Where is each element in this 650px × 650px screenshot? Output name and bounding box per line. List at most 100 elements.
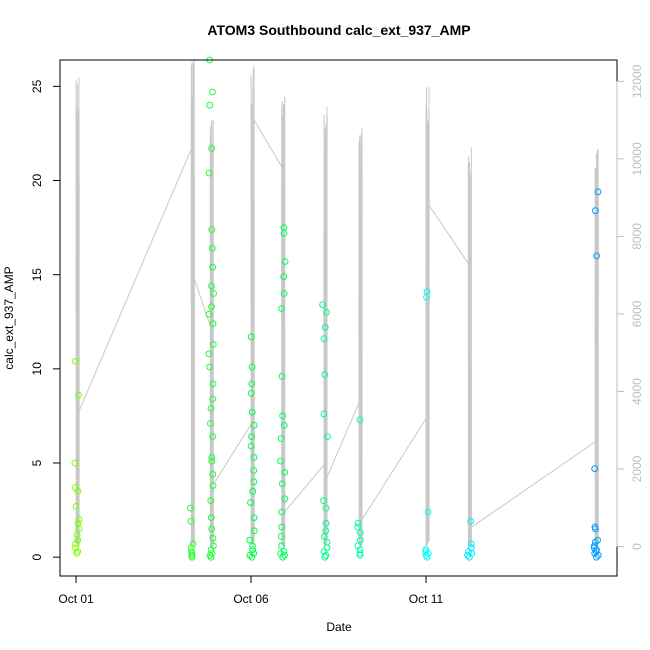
data-point bbox=[187, 518, 195, 525]
data-point bbox=[277, 533, 285, 540]
data-point bbox=[247, 499, 254, 507]
data-point bbox=[74, 519, 82, 527]
data-point bbox=[205, 169, 213, 177]
data-point bbox=[207, 546, 215, 553]
data-point bbox=[280, 224, 288, 232]
data-point bbox=[322, 551, 330, 559]
line-connector bbox=[471, 441, 596, 528]
data-point bbox=[72, 540, 79, 548]
data-point bbox=[467, 540, 475, 548]
x-tick-label: Oct 01 bbox=[58, 592, 94, 606]
line-burst bbox=[75, 77, 80, 547]
x-axis: Oct 01 Oct 06 Oct 11 bbox=[58, 575, 444, 606]
line-burst bbox=[323, 106, 328, 547]
data-point bbox=[592, 207, 599, 215]
data-point bbox=[590, 542, 598, 550]
data-point bbox=[209, 395, 217, 403]
line-connector bbox=[253, 119, 283, 167]
data-point bbox=[248, 380, 256, 388]
y2-tick-label: 12000 bbox=[630, 64, 644, 98]
data-point bbox=[72, 357, 79, 365]
data-point bbox=[319, 301, 327, 309]
data-point bbox=[187, 544, 195, 552]
data-point bbox=[321, 371, 329, 378]
x-tick-label: Oct 06 bbox=[233, 592, 269, 606]
data-point bbox=[209, 341, 217, 348]
line-connector bbox=[428, 205, 469, 264]
y-tick-label: 5 bbox=[30, 459, 44, 466]
data-point bbox=[356, 546, 364, 553]
line-burst bbox=[250, 65, 255, 547]
data-point bbox=[209, 433, 217, 441]
data-point bbox=[464, 551, 471, 559]
data-point bbox=[591, 523, 599, 531]
data-point bbox=[189, 540, 197, 548]
data-point bbox=[278, 305, 286, 313]
data-point bbox=[187, 504, 194, 512]
data-point bbox=[322, 527, 330, 535]
y2-tick-label: 4000 bbox=[630, 378, 644, 405]
data-point bbox=[247, 389, 255, 397]
data-point bbox=[356, 550, 364, 557]
data-point bbox=[278, 508, 286, 516]
data-point bbox=[208, 525, 216, 533]
data-point bbox=[250, 514, 258, 521]
data-point bbox=[322, 519, 330, 527]
data-point bbox=[205, 310, 213, 318]
data-point bbox=[594, 188, 602, 196]
y2-tick-label: 10000 bbox=[630, 142, 644, 176]
data-point bbox=[210, 290, 218, 297]
data-point bbox=[320, 497, 328, 505]
y-tick-label: 10 bbox=[30, 362, 44, 376]
data-point bbox=[249, 546, 257, 553]
data-point bbox=[281, 551, 288, 559]
y-axis: 0 5 10 15 20 25 bbox=[30, 79, 61, 561]
x-axis-label: Date bbox=[326, 620, 352, 634]
data-point bbox=[206, 363, 214, 371]
chart-title: ATOM3 Southbound calc_ext_937_AMP bbox=[207, 22, 470, 38]
data-point bbox=[208, 244, 216, 252]
line-burst bbox=[190, 59, 195, 546]
data-point bbox=[249, 542, 256, 550]
data-point bbox=[250, 454, 258, 461]
data-point bbox=[467, 518, 475, 525]
data-point bbox=[281, 495, 289, 503]
line-connector bbox=[78, 149, 192, 411]
y-tick-label: 25 bbox=[30, 79, 44, 93]
line-connector bbox=[193, 278, 211, 326]
right-axis-line-series bbox=[75, 59, 599, 547]
data-point bbox=[280, 421, 288, 429]
data-point bbox=[323, 538, 331, 546]
data-point bbox=[591, 465, 599, 473]
data-point bbox=[208, 457, 216, 465]
data-point bbox=[422, 546, 430, 553]
data-point bbox=[324, 433, 331, 441]
line-burst bbox=[425, 87, 430, 547]
data-point bbox=[278, 523, 286, 531]
data-point bbox=[356, 529, 364, 537]
data-point bbox=[354, 523, 362, 531]
data-point bbox=[250, 421, 258, 429]
data-point bbox=[320, 410, 328, 418]
y2-tick-label: 0 bbox=[630, 543, 644, 550]
data-point bbox=[320, 335, 328, 343]
line-connector bbox=[212, 424, 252, 485]
data-point bbox=[248, 433, 256, 441]
y2-tick-label: 8000 bbox=[630, 223, 644, 250]
data-point bbox=[72, 502, 80, 510]
data-point bbox=[209, 88, 216, 96]
data-point bbox=[250, 527, 258, 535]
line-burst bbox=[209, 120, 214, 547]
line-burst bbox=[594, 149, 599, 547]
data-point bbox=[248, 363, 256, 371]
data-point bbox=[209, 534, 217, 542]
data-point bbox=[247, 442, 255, 450]
y-tick-label: 20 bbox=[30, 174, 44, 188]
data-point bbox=[357, 536, 364, 544]
data-point bbox=[188, 548, 195, 555]
data-point bbox=[207, 420, 214, 427]
data-point bbox=[207, 514, 215, 521]
data-point bbox=[322, 504, 330, 512]
data-point bbox=[250, 467, 258, 474]
data-point bbox=[249, 487, 257, 495]
